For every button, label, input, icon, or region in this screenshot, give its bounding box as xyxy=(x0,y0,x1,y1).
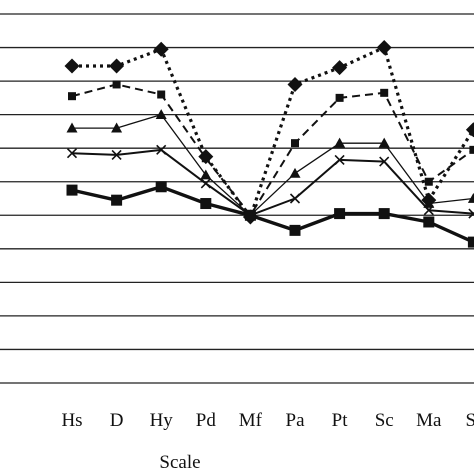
series-5-point-hs xyxy=(66,184,78,196)
series-5-point-sc xyxy=(378,208,390,220)
series-2-point-pt xyxy=(335,93,344,102)
x-tick-labels: Hs D Hy Pd Mf Pa Pt Sc Ma Si xyxy=(61,410,474,431)
series-5-point-pd xyxy=(200,198,212,210)
series-5-point-mf xyxy=(244,209,256,221)
series-3-point-pt xyxy=(334,137,346,148)
x-tick-label-ma: Ma xyxy=(416,410,442,431)
series-4-line xyxy=(71,148,474,217)
series-5-point-d xyxy=(111,194,123,206)
series-4-point-d xyxy=(111,149,122,160)
series-1-point-pa xyxy=(287,76,303,92)
series-1-point-si xyxy=(465,122,474,138)
series-2-point-sc xyxy=(380,88,389,97)
x-tick-label-hy: Hy xyxy=(150,410,174,431)
series-3-point-sc xyxy=(378,137,390,148)
x-tick-label-pd: Pd xyxy=(196,410,217,431)
series-5-point-si xyxy=(467,236,474,248)
x-tick-label-si: Si xyxy=(465,410,474,431)
series-3-point-pa xyxy=(289,167,301,178)
series-4-point-si xyxy=(468,208,474,219)
x-tick-label-d: D xyxy=(110,410,124,431)
series-1-point-hy xyxy=(153,41,169,57)
series-2-point-d xyxy=(112,80,121,89)
series-2-point-hy xyxy=(157,90,166,99)
series-2-point-hs xyxy=(68,92,76,101)
x-tick-label-hs: Hs xyxy=(61,410,82,431)
series-1-point-d xyxy=(109,58,125,74)
x-tick-label-pt: Pt xyxy=(332,410,349,431)
series-1-point-sc xyxy=(376,40,392,56)
series-4-point-hy xyxy=(156,144,167,155)
series-5 xyxy=(66,181,474,248)
series-2-line xyxy=(71,83,474,217)
series-5-point-pt xyxy=(334,208,346,220)
series-3-point-hy xyxy=(155,109,167,120)
x-tick-label-sc: Sc xyxy=(375,410,394,431)
series-4-point-ma xyxy=(423,205,434,216)
series-3-point-ma xyxy=(423,198,435,208)
series-2-point-pd xyxy=(201,154,210,163)
x-tick-label-mf: Mf xyxy=(239,410,263,431)
series-5-point-pa xyxy=(289,224,301,236)
series-1-point-pt xyxy=(332,60,348,76)
series-group xyxy=(64,40,474,248)
series-5-point-hy xyxy=(155,181,167,193)
series-3-line xyxy=(72,113,474,216)
series-3-point-hs xyxy=(66,122,78,133)
series-2-point-ma xyxy=(424,177,433,186)
x-tick-label-pa: Pa xyxy=(286,410,306,431)
series-5-point-ma xyxy=(423,216,435,228)
series-4-point-sc xyxy=(379,156,390,167)
series-4-point-pt xyxy=(334,154,345,165)
series-5-line xyxy=(71,185,474,244)
series-2-point-si xyxy=(469,145,474,154)
series-1-point-hs xyxy=(64,58,80,74)
series-2 xyxy=(68,80,474,220)
series-3-point-d xyxy=(111,122,123,133)
series-1-line xyxy=(72,45,474,219)
series-3 xyxy=(66,109,474,220)
series-4-point-pa xyxy=(289,193,301,204)
series-4-point-hs xyxy=(66,148,78,159)
series-2-point-pa xyxy=(291,139,299,148)
series-3-point-pd xyxy=(200,169,212,180)
series-4-point-pd xyxy=(200,178,211,189)
x-axis-title: Scale xyxy=(159,452,200,473)
series-3-point-si xyxy=(467,193,474,203)
